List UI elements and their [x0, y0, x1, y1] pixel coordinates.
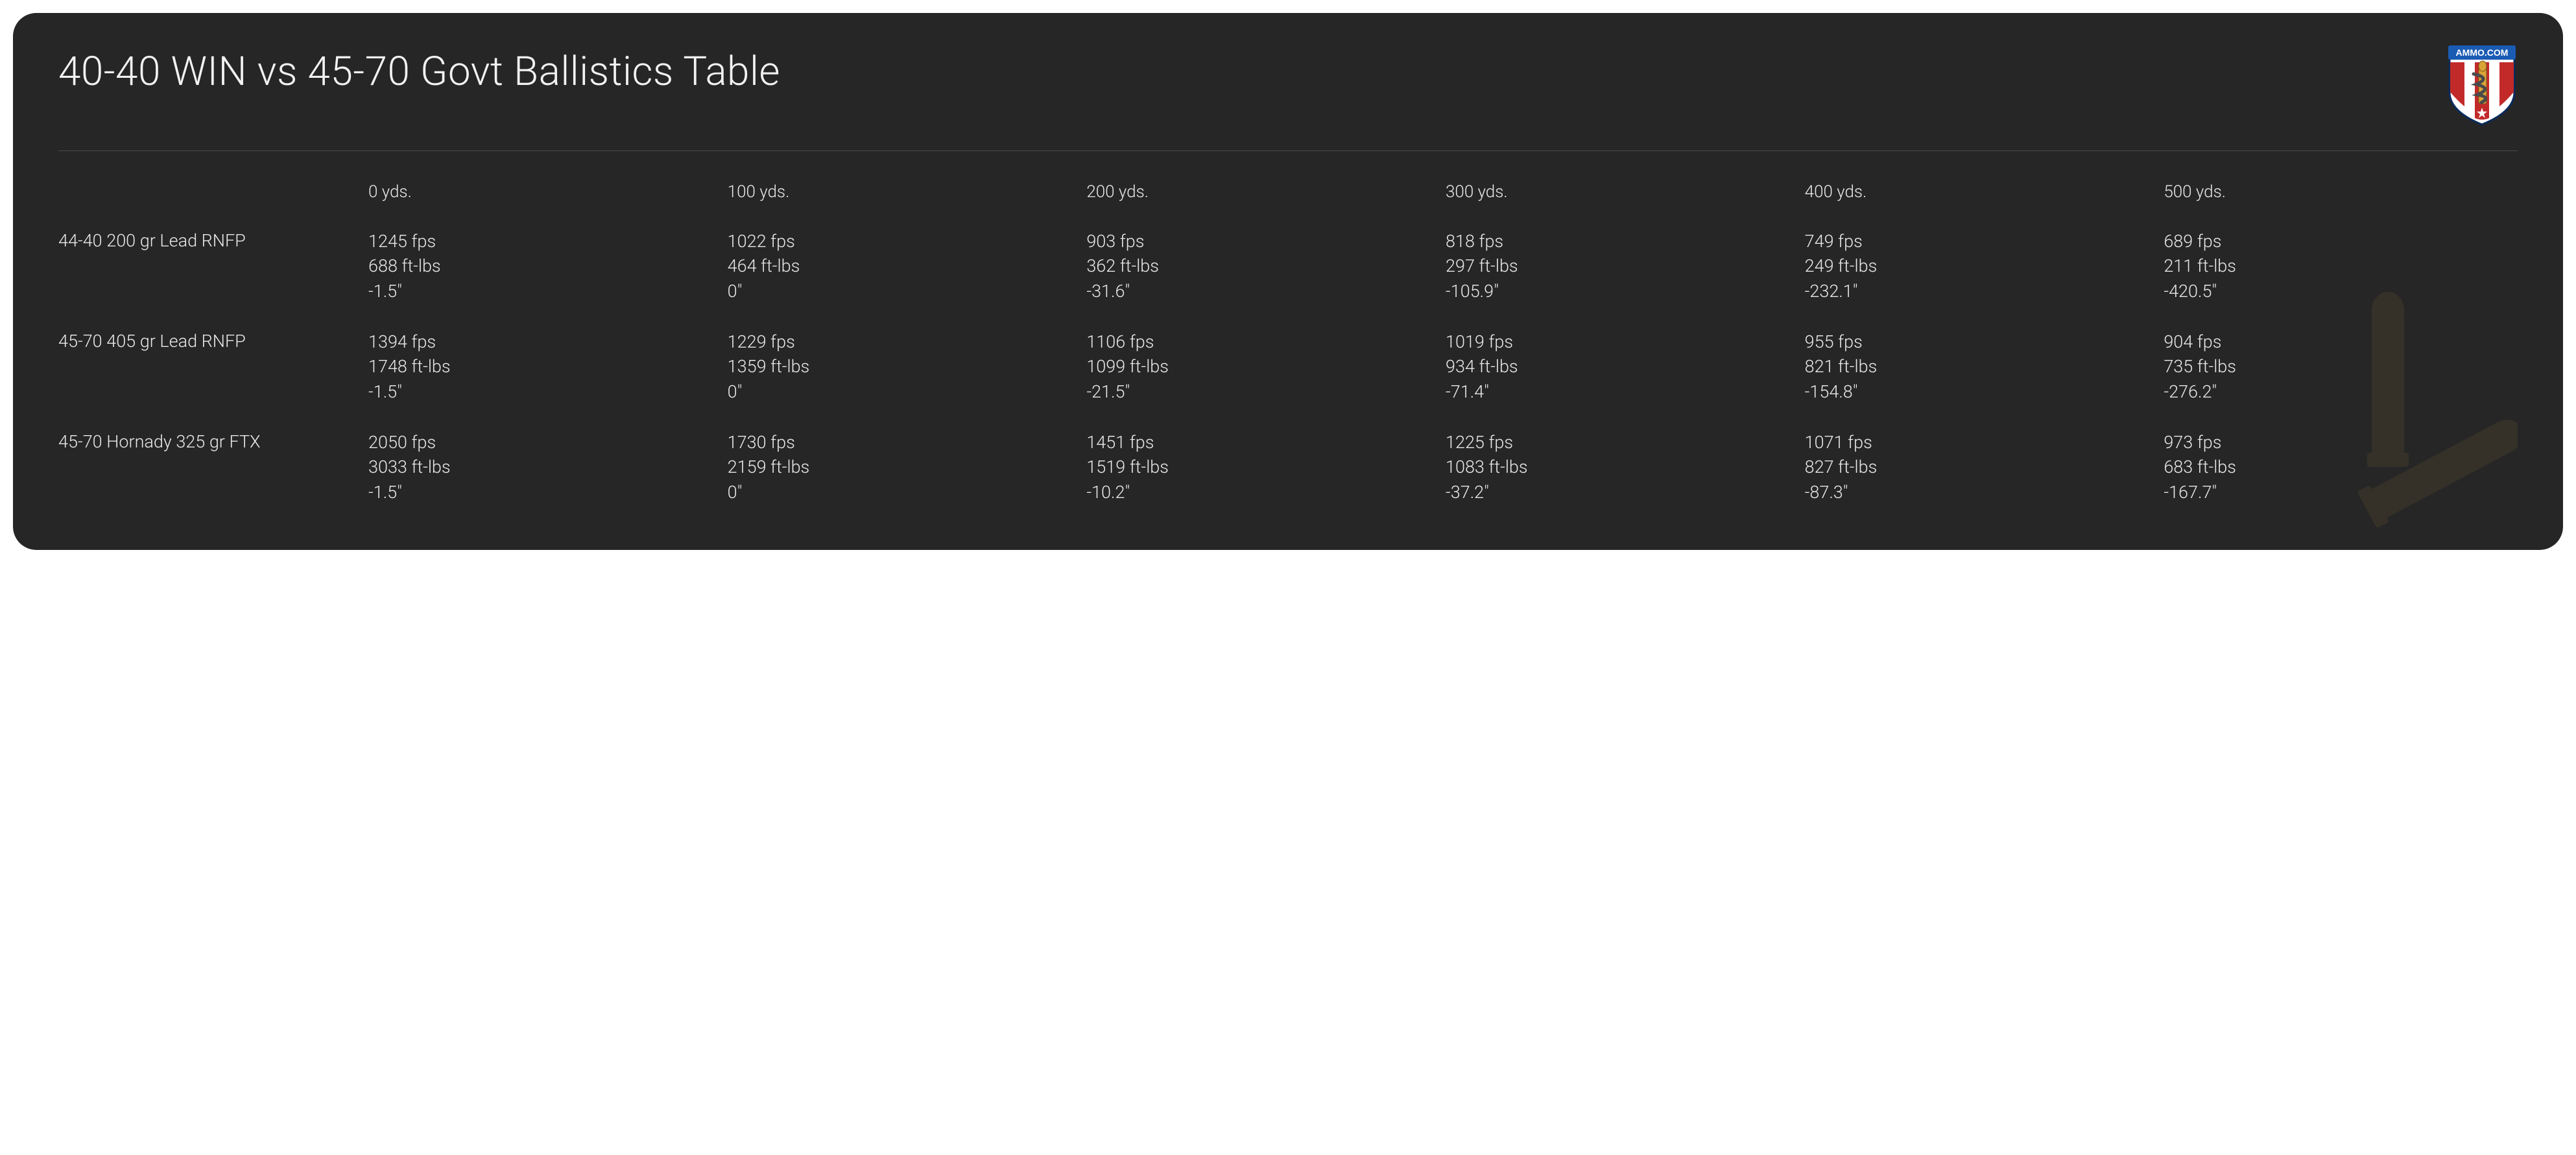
- cell-energy: 3033 ft-lbs: [368, 455, 722, 479]
- cell-velocity: 1071 fps: [1805, 430, 2159, 455]
- cell-velocity: 1022 fps: [728, 229, 1082, 254]
- table-row: 45-70 405 gr Lead RNFP 1394 fps 1748 ft-…: [58, 318, 2518, 418]
- cell-energy: 362 ft-lbs: [1086, 254, 1440, 278]
- cell-velocity: 903 fps: [1086, 229, 1440, 254]
- cell-drop: -154.8": [1805, 379, 2159, 404]
- ballistics-card: 40-40 WIN vs 45-70 Govt Ballistics Table…: [13, 13, 2563, 550]
- cell-velocity: 1019 fps: [1446, 329, 1800, 354]
- table-header-empty: [58, 177, 363, 217]
- cell-drop: -87.3": [1805, 480, 2159, 505]
- cell-drop: 0": [728, 279, 1082, 304]
- cell-velocity: 689 fps: [2164, 229, 2518, 254]
- cell-velocity: 1730 fps: [728, 430, 1082, 455]
- cell-velocity: 749 fps: [1805, 229, 2159, 254]
- cell-energy: 464 ft-lbs: [728, 254, 1082, 278]
- cell-energy: 1359 ft-lbs: [728, 354, 1082, 379]
- cell-velocity: 1394 fps: [368, 329, 722, 354]
- table-header-distance: 300 yds.: [1446, 177, 1800, 217]
- cell-drop: -167.7": [2164, 480, 2518, 505]
- table-cell: 1730 fps 2159 ft-lbs 0": [728, 430, 1082, 505]
- cell-drop: -1.5": [368, 379, 722, 404]
- cell-drop: -10.2": [1086, 480, 1440, 505]
- cell-drop: -1.5": [368, 480, 722, 505]
- cell-energy: 249 ft-lbs: [1805, 254, 2159, 278]
- cell-drop: -105.9": [1446, 279, 1800, 304]
- cell-velocity: 1229 fps: [728, 329, 1082, 354]
- cell-velocity: 1225 fps: [1446, 430, 1800, 455]
- cell-drop: -1.5": [368, 279, 722, 304]
- table-header-distance: 500 yds.: [2164, 177, 2518, 217]
- table-header-row: 0 yds. 100 yds. 200 yds. 300 yds. 400 yd…: [58, 177, 2518, 217]
- cell-velocity: 904 fps: [2164, 329, 2518, 354]
- row-label: 44-40 200 gr Lead RNFP: [58, 229, 363, 304]
- table-header-distance: 400 yds.: [1805, 177, 2159, 217]
- cell-drop: -31.6": [1086, 279, 1440, 304]
- table-cell: 1106 fps 1099 ft-lbs -21.5": [1086, 329, 1440, 404]
- table-cell: 1019 fps 934 ft-lbs -71.4": [1446, 329, 1800, 404]
- cell-drop: 0": [728, 379, 1082, 404]
- table-cell: 818 fps 297 ft-lbs -105.9": [1446, 229, 1800, 304]
- table-cell: 1225 fps 1083 ft-lbs -37.2": [1446, 430, 1800, 505]
- header-row: 40-40 WIN vs 45-70 Govt Ballistics Table…: [58, 48, 2518, 126]
- cell-energy: 827 ft-lbs: [1805, 455, 2159, 479]
- table-cell: 689 fps 211 ft-lbs -420.5": [2164, 229, 2518, 304]
- header-divider: [58, 150, 2518, 151]
- table-cell: 749 fps 249 ft-lbs -232.1": [1805, 229, 2159, 304]
- cell-energy: 735 ft-lbs: [2164, 354, 2518, 379]
- ammo-logo-icon: AMMO.COM: [2446, 42, 2518, 126]
- table-header-distance: 200 yds.: [1086, 177, 1440, 217]
- table-cell: 904 fps 735 ft-lbs -276.2": [2164, 329, 2518, 404]
- row-label: 45-70 405 gr Lead RNFP: [58, 329, 363, 404]
- cell-energy: 211 ft-lbs: [2164, 254, 2518, 278]
- ballistics-table: 0 yds. 100 yds. 200 yds. 300 yds. 400 yd…: [58, 177, 2518, 519]
- table-cell: 973 fps 683 ft-lbs -167.7": [2164, 430, 2518, 505]
- cell-velocity: 1451 fps: [1086, 430, 1440, 455]
- cell-drop: -21.5": [1086, 379, 1440, 404]
- cell-energy: 1099 ft-lbs: [1086, 354, 1440, 379]
- cell-energy: 683 ft-lbs: [2164, 455, 2518, 479]
- table-header-distance: 0 yds.: [368, 177, 722, 217]
- cell-velocity: 973 fps: [2164, 430, 2518, 455]
- cell-energy: 2159 ft-lbs: [728, 455, 1082, 479]
- table-cell: 2050 fps 3033 ft-lbs -1.5": [368, 430, 722, 505]
- cell-velocity: 818 fps: [1446, 229, 1800, 254]
- cell-velocity: 1245 fps: [368, 229, 722, 254]
- cell-drop: -232.1": [1805, 279, 2159, 304]
- cell-energy: 297 ft-lbs: [1446, 254, 1800, 278]
- cell-drop: -71.4": [1446, 379, 1800, 404]
- page-title: 40-40 WIN vs 45-70 Govt Ballistics Table: [58, 48, 780, 95]
- cell-energy: 1083 ft-lbs: [1446, 455, 1800, 479]
- table-cell: 1022 fps 464 ft-lbs 0": [728, 229, 1082, 304]
- table-header-distance: 100 yds.: [728, 177, 1082, 217]
- cell-drop: -37.2": [1446, 480, 1800, 505]
- table-cell: 903 fps 362 ft-lbs -31.6": [1086, 229, 1440, 304]
- cell-velocity: 2050 fps: [368, 430, 722, 455]
- cell-energy: 1519 ft-lbs: [1086, 455, 1440, 479]
- table-cell: 1245 fps 688 ft-lbs -1.5": [368, 229, 722, 304]
- cell-velocity: 1106 fps: [1086, 329, 1440, 354]
- cell-drop: 0": [728, 480, 1082, 505]
- table-cell: 1451 fps 1519 ft-lbs -10.2": [1086, 430, 1440, 505]
- table-cell: 1394 fps 1748 ft-lbs -1.5": [368, 329, 722, 404]
- cell-drop: -276.2": [2164, 379, 2518, 404]
- cell-energy: 688 ft-lbs: [368, 254, 722, 278]
- row-label: 45-70 Hornady 325 gr FTX: [58, 430, 363, 505]
- cell-energy: 934 ft-lbs: [1446, 354, 1800, 379]
- table-cell: 955 fps 821 ft-lbs -154.8": [1805, 329, 2159, 404]
- table-row: 45-70 Hornady 325 gr FTX 2050 fps 3033 f…: [58, 418, 2518, 519]
- table-cell: 1229 fps 1359 ft-lbs 0": [728, 329, 1082, 404]
- logo-text: AMMO.COM: [2456, 47, 2509, 58]
- table-cell: 1071 fps 827 ft-lbs -87.3": [1805, 430, 2159, 505]
- table-row: 44-40 200 gr Lead RNFP 1245 fps 688 ft-l…: [58, 217, 2518, 318]
- cell-energy: 1748 ft-lbs: [368, 354, 722, 379]
- cell-drop: -420.5": [2164, 279, 2518, 304]
- cell-energy: 821 ft-lbs: [1805, 354, 2159, 379]
- cell-velocity: 955 fps: [1805, 329, 2159, 354]
